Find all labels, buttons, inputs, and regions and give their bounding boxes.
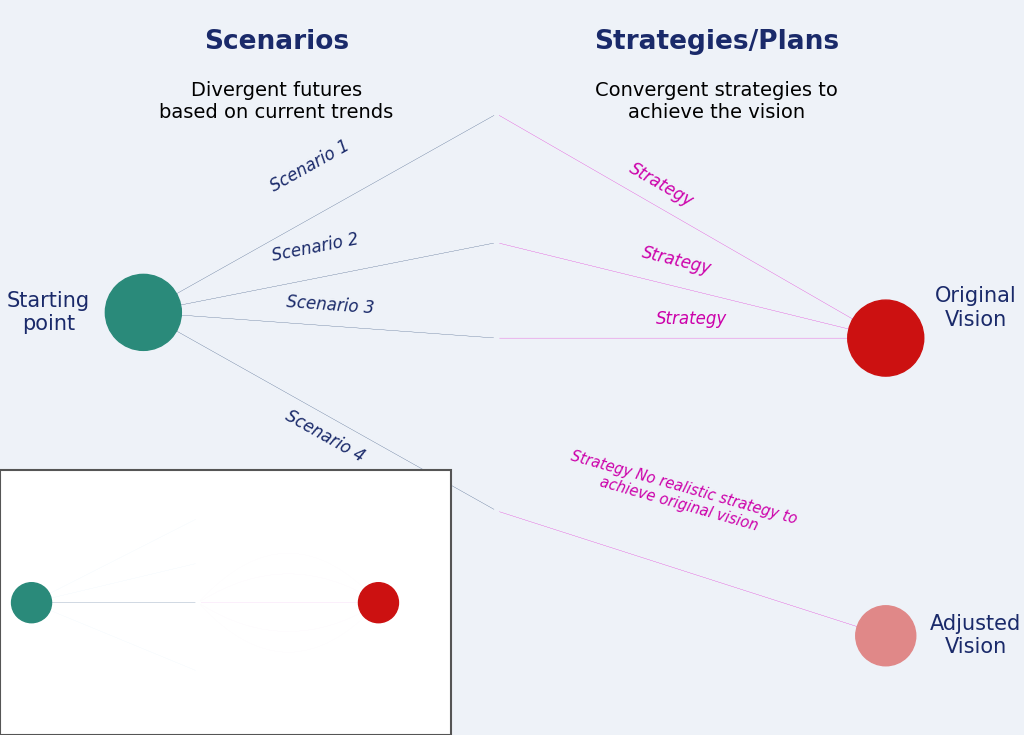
FancyArrowPatch shape — [146, 243, 494, 312]
FancyArrowPatch shape — [34, 564, 196, 602]
Circle shape — [856, 606, 915, 666]
Text: Scenarios: Scenarios — [204, 29, 349, 55]
FancyArrowPatch shape — [201, 604, 376, 631]
FancyArrowPatch shape — [200, 553, 377, 600]
Text: Convergent strategies to
achieve the vision: Convergent strategies to achieve the vis… — [595, 81, 839, 122]
Text: Adjusted
Vision: Adjusted Vision — [930, 614, 1021, 657]
FancyArrowPatch shape — [145, 314, 495, 509]
FancyArrowPatch shape — [200, 605, 377, 652]
Text: Strategy: Strategy — [655, 310, 727, 328]
Circle shape — [358, 583, 398, 623]
FancyArrowPatch shape — [500, 512, 883, 635]
Text: Scenario 1: Scenario 1 — [267, 136, 353, 196]
Text: Strategy No realistic strategy to
achieve original vision: Strategy No realistic strategy to achiev… — [564, 448, 799, 543]
Circle shape — [11, 583, 51, 623]
FancyArrowPatch shape — [34, 603, 196, 670]
FancyArrowPatch shape — [146, 312, 494, 338]
FancyArrowPatch shape — [34, 520, 196, 601]
Text: Strategy: Strategy — [639, 244, 713, 279]
Bar — [0, 470, 451, 735]
Text: Starting
point: Starting point — [7, 291, 90, 334]
Circle shape — [105, 274, 181, 351]
FancyArrowPatch shape — [201, 574, 376, 601]
Circle shape — [848, 300, 924, 376]
Text: Original
Vision: Original Vision — [935, 287, 1017, 330]
FancyArrowPatch shape — [145, 115, 495, 311]
Text: Scenario 4: Scenario 4 — [283, 406, 368, 465]
FancyArrowPatch shape — [500, 243, 883, 337]
FancyArrowPatch shape — [499, 115, 884, 337]
Text: Strategy: Strategy — [626, 159, 696, 211]
Text: Scenario 3: Scenario 3 — [286, 293, 375, 318]
Text: Divergent futures
based on current trends: Divergent futures based on current trend… — [160, 81, 393, 122]
Text: Strategies/Plans: Strategies/Plans — [594, 29, 840, 55]
Text: Scenario 2: Scenario 2 — [270, 230, 360, 265]
